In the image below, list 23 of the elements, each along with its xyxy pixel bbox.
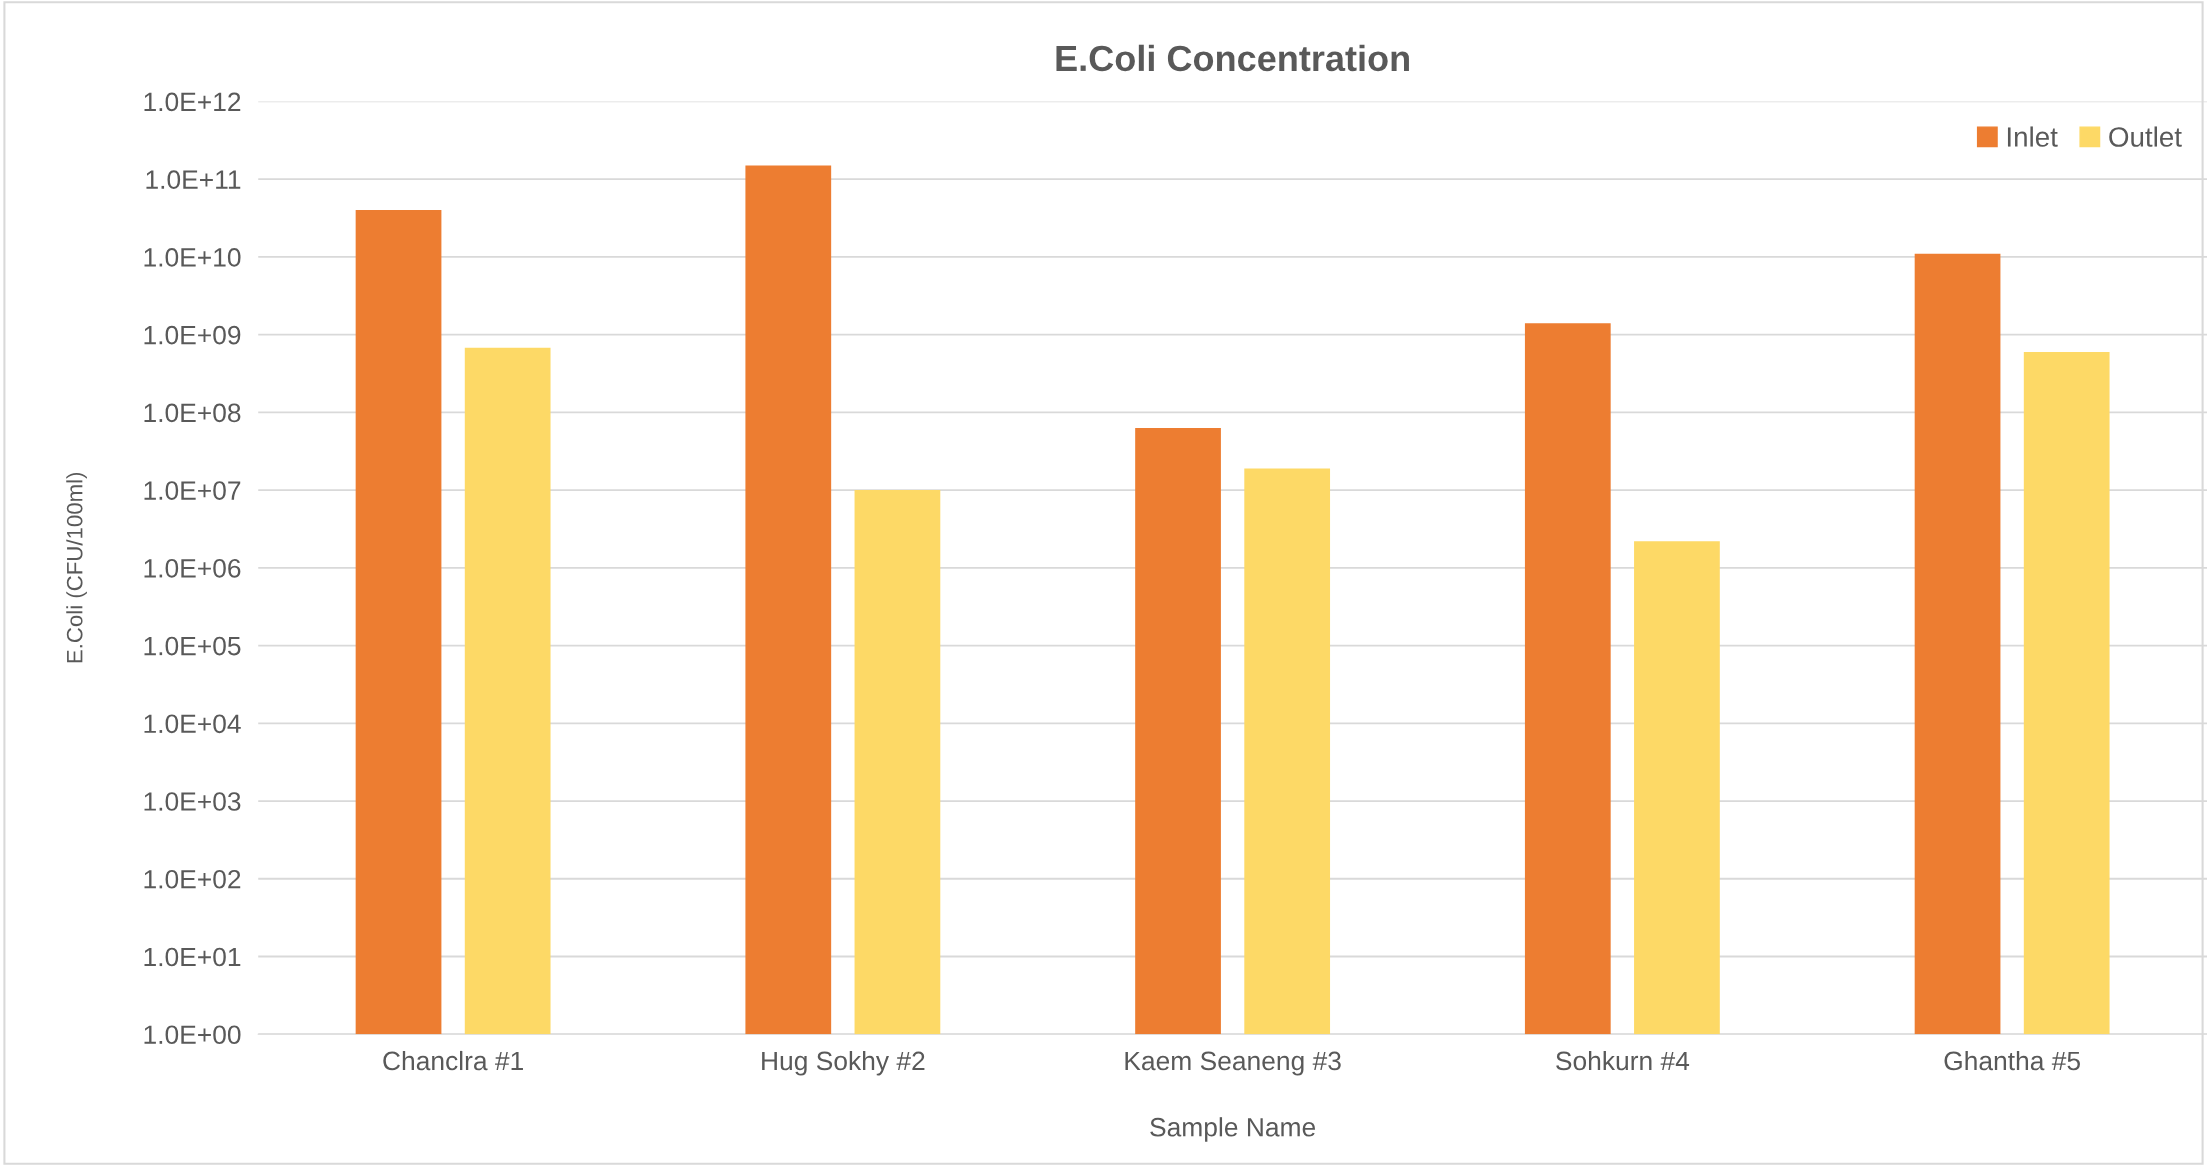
y-tick-label: 1.0E+09	[144, 325, 241, 345]
legend-label: Outlet	[2109, 126, 2182, 147]
y-tick-label: 1.0E+01	[144, 947, 241, 967]
chart-title: E.Coli Concentration	[1056, 44, 1409, 72]
legend-label: Inlet	[2007, 126, 2058, 147]
y-tick-label: 1.0E+04	[144, 714, 241, 734]
y-tick-label: 1.0E+06	[144, 558, 241, 578]
x-axis-title: Sample Name	[1150, 1117, 1316, 1142]
y-tick-label: 1.0E+11	[146, 170, 241, 189]
x-tick-label: Hug Sokhy #2	[762, 1050, 925, 1076]
x-tick-label: Kaem Seaneng #3	[1125, 1051, 1341, 1076]
y-tick-label: 1.0E+12	[144, 92, 241, 112]
y-tick-label: 1.0E+10	[144, 248, 241, 267]
y-tick-label: 1.0E+02	[144, 869, 241, 889]
y-tick-label: 1.0E+07	[144, 481, 241, 500]
y-tick-label: 1.0E+08	[144, 403, 241, 423]
y-tick-label: 1.0E+03	[144, 792, 241, 811]
x-tick-label: Sohkurn #4	[1556, 1050, 1690, 1071]
y-tick-label: 1.0E+00	[144, 1025, 241, 1045]
y-axis-title: E.Coli (CFU/100ml)	[66, 472, 87, 663]
y-tick-label: 1.0E+05	[144, 636, 241, 656]
x-tick-label: Chanclra #1	[383, 1050, 523, 1071]
x-tick-label: Ghantha #5	[1944, 1050, 2080, 1071]
